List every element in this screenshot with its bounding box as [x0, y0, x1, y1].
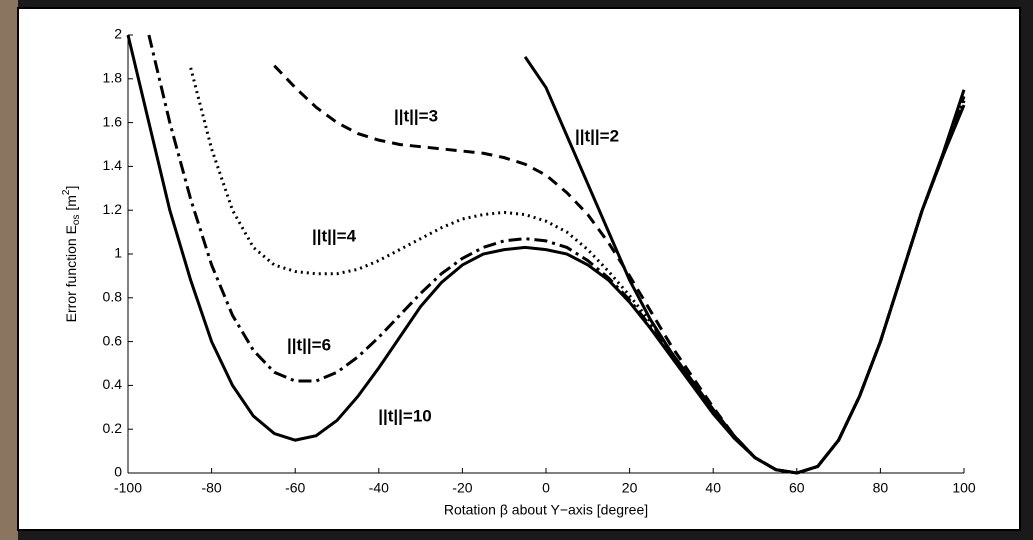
y-label-part: Error function E: [63, 225, 79, 322]
y-label-part: [m: [63, 195, 79, 214]
x-tick-label: 60: [789, 480, 805, 496]
series-label: ||t||=10: [378, 406, 432, 425]
y-label-part: ]: [63, 186, 79, 190]
x-tick-label: 80: [873, 480, 889, 496]
series-label: ||t||=4: [312, 226, 357, 245]
x-tick-label: 20: [622, 480, 638, 496]
y-label-sub: os: [71, 215, 82, 226]
x-tick-label: 40: [705, 480, 721, 496]
series-line: [126, 34, 966, 475]
series-label: ||t||=3: [394, 106, 438, 125]
x-tick-label: -100: [114, 480, 142, 496]
y-tick-label: 1.8: [103, 70, 123, 86]
y-tick-label: 1.2: [103, 201, 123, 217]
y-tick-label: 0.6: [103, 332, 123, 348]
x-tick-label: -80: [201, 480, 221, 496]
y-tick-label: 0.4: [103, 376, 123, 392]
y-axis-label: Error function Eos [m2]: [61, 186, 82, 323]
x-axis-label: Rotation β about Y−axis [degree]: [444, 502, 648, 518]
y-tick-label: 2: [114, 26, 122, 42]
y-label-sup: 2: [61, 189, 72, 195]
y-tick-label: 1.4: [103, 157, 123, 173]
panel: [17, 7, 1021, 531]
y-tick-label: 1.6: [103, 113, 123, 129]
x-tick-label: -40: [369, 480, 389, 496]
series-label: ||t||=6: [287, 335, 331, 354]
y-tick-label: 0.2: [103, 420, 123, 436]
background-strip: [0, 0, 18, 540]
x-tick-label: 100: [952, 480, 976, 496]
x-tick-label: -20: [452, 480, 472, 496]
x-tick-label: 0: [542, 480, 550, 496]
y-tick-label: 1: [114, 245, 122, 261]
y-tick-label: 0: [114, 464, 122, 480]
x-tick-label: -60: [285, 480, 305, 496]
series-label: ||t||=2: [575, 126, 619, 145]
y-tick-label: 0.8: [103, 289, 123, 305]
